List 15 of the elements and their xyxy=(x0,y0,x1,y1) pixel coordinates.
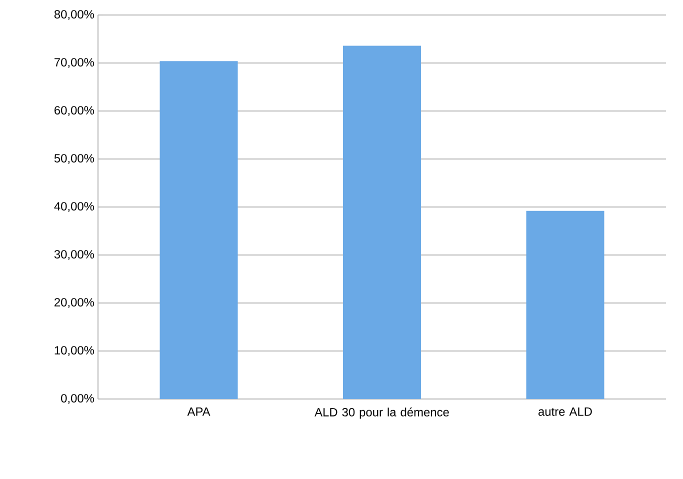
bar xyxy=(343,46,422,399)
y-tick-label: 0,00% xyxy=(61,394,94,404)
y-tick-label: 20,00% xyxy=(54,298,94,308)
y-tick-label: 50,00% xyxy=(54,154,94,164)
y-tick-label: 60,00% xyxy=(54,106,94,116)
y-tick-label: 30,00% xyxy=(54,250,94,260)
y-tick-label: 70,00% xyxy=(54,58,94,68)
x-tick-label: APA xyxy=(187,408,210,416)
x-tick-label: autre ALD xyxy=(538,408,592,416)
bar xyxy=(160,61,238,399)
y-tick-label: 80,00% xyxy=(54,10,94,20)
y-tick-label: 40,00% xyxy=(54,202,94,212)
bar xyxy=(526,210,604,399)
y-tick-label: 10,00% xyxy=(54,346,94,356)
x-tick-label: ALD 30 pour la démence xyxy=(314,408,449,419)
